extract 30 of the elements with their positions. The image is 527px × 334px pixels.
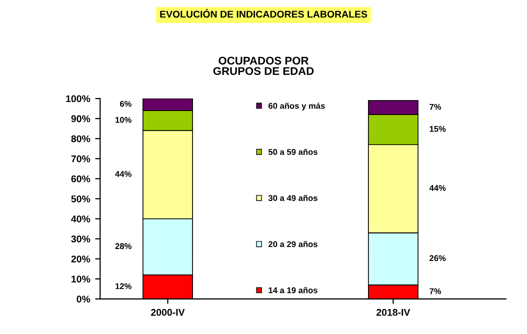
y-tick-label: 40%: [71, 216, 90, 222]
legend-label: 50 a 59 años: [268, 148, 318, 155]
legend-label: 20 a 29 años: [268, 241, 318, 248]
y-tick-label: 70%: [71, 155, 90, 162]
y-tick-label: 20%: [71, 256, 90, 262]
legend-label: 60 años y más: [268, 102, 325, 110]
text: 28%: [115, 243, 132, 250]
chart-title: EVOLUCIÓN DE INDICADORES LABORALES: [160, 8, 368, 18]
y-tick-label: 10%: [72, 276, 90, 283]
x-tick-label: 2018-IV: [376, 308, 410, 316]
legend-label: 30 a 49 años: [268, 194, 318, 202]
legend-label: 14 a 19 años: [268, 287, 318, 294]
y-tick-label: 0%: [76, 296, 90, 303]
y-tick-label: 50%: [71, 195, 90, 202]
text: 44%: [115, 171, 132, 177]
text: 7%: [430, 104, 442, 110]
y-tick-label: 30%: [71, 236, 90, 242]
y-tick-label: 100%: [66, 95, 90, 102]
text: 12%: [116, 283, 132, 290]
text: 26%: [430, 255, 446, 262]
text: 10%: [116, 116, 132, 123]
text: 44%: [429, 185, 446, 191]
y-tick-label: 80%: [71, 135, 90, 142]
text: 6%: [120, 100, 132, 107]
text: 7%: [430, 288, 442, 294]
x-tick-label: 2000-IV: [151, 308, 185, 316]
y-tick-label: 90%: [71, 115, 90, 122]
chart-subtitle: OCUPADOS POR GRUPOS DE EDAD: [213, 56, 314, 75]
y-tick-label: 60%: [71, 175, 90, 182]
text: 15%: [430, 126, 446, 132]
